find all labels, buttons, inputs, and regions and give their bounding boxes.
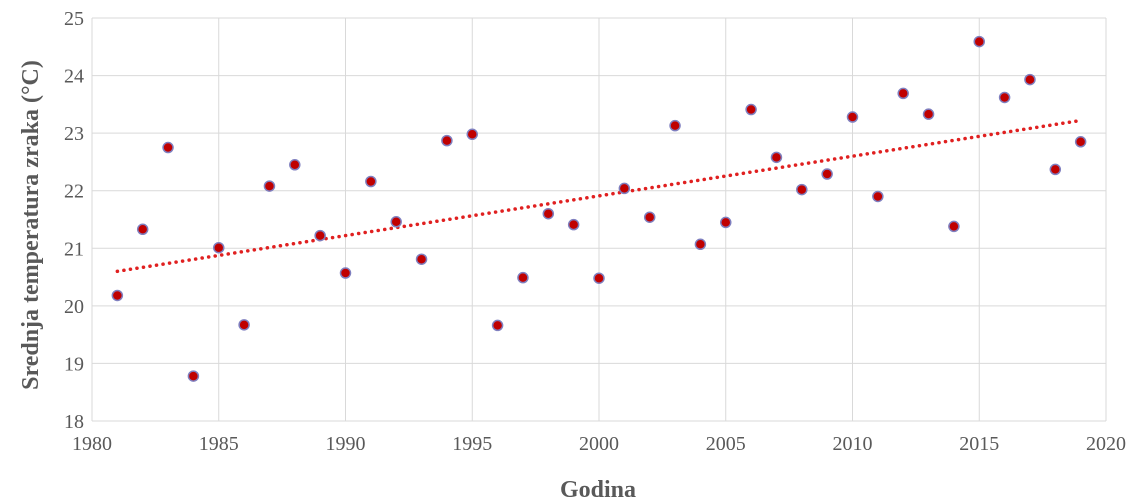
data-points bbox=[111, 35, 1087, 382]
data-point bbox=[973, 35, 985, 48]
x-axis-title: Godina bbox=[560, 477, 636, 503]
x-tick-label: 2015 bbox=[959, 433, 999, 455]
data-point bbox=[897, 87, 909, 100]
x-tick-label: 1980 bbox=[72, 433, 112, 455]
x-tick-label: 2020 bbox=[1086, 433, 1126, 455]
data-point bbox=[567, 218, 580, 231]
data-point bbox=[720, 216, 732, 229]
data-point bbox=[618, 182, 631, 195]
data-point bbox=[745, 103, 757, 116]
y-tick-label: 25 bbox=[64, 8, 84, 30]
data-point bbox=[821, 168, 833, 180]
data-point bbox=[466, 128, 478, 141]
data-point bbox=[441, 134, 453, 147]
data-point bbox=[187, 370, 200, 382]
y-axis-title: Srednja temperatura zraka (°C) bbox=[18, 60, 44, 390]
data-point bbox=[263, 180, 276, 192]
y-tick-label: 19 bbox=[64, 353, 84, 375]
y-tick-label: 22 bbox=[64, 181, 84, 203]
x-tick-label: 2000 bbox=[579, 433, 619, 455]
y-tick-label: 21 bbox=[64, 238, 84, 260]
data-point bbox=[998, 91, 1011, 104]
x-tick-label: 1995 bbox=[452, 433, 492, 455]
data-point bbox=[669, 119, 681, 132]
data-point bbox=[339, 267, 352, 279]
trendline-segment bbox=[115, 118, 1083, 274]
data-point bbox=[770, 151, 783, 164]
data-point bbox=[593, 272, 605, 284]
tick-labels: 1980 1985 1990 1995 2000 2005 2010 2015 2020 18 19… bbox=[64, 8, 1126, 455]
data-point bbox=[1024, 73, 1036, 86]
y-tick-label: 24 bbox=[64, 66, 84, 88]
data-point bbox=[1074, 136, 1087, 148]
data-point bbox=[314, 229, 326, 242]
data-point bbox=[162, 141, 174, 154]
y-tick-label: 20 bbox=[64, 296, 84, 318]
data-point bbox=[415, 253, 428, 265]
y-tick-label: 18 bbox=[64, 411, 84, 433]
data-point bbox=[136, 223, 149, 236]
grid bbox=[91, 17, 1107, 422]
x-tick-label: 2005 bbox=[706, 433, 746, 455]
data-point bbox=[289, 159, 301, 171]
data-point bbox=[846, 111, 859, 123]
data-point bbox=[948, 220, 960, 233]
data-point bbox=[643, 211, 656, 223]
x-tick-label: 1985 bbox=[199, 433, 239, 455]
data-point bbox=[111, 289, 124, 302]
data-point bbox=[213, 241, 225, 254]
data-point bbox=[365, 175, 377, 188]
data-point bbox=[390, 216, 402, 228]
x-tick-label: 2010 bbox=[833, 433, 873, 455]
data-point bbox=[1049, 163, 1062, 176]
trendline bbox=[115, 118, 1083, 274]
data-point bbox=[796, 183, 808, 196]
data-point bbox=[922, 108, 935, 120]
data-point bbox=[872, 190, 884, 203]
data-point bbox=[694, 238, 707, 251]
data-point bbox=[491, 319, 504, 332]
data-point bbox=[517, 271, 529, 284]
data-point bbox=[542, 207, 555, 220]
x-tick-label: 1990 bbox=[326, 433, 366, 455]
data-point bbox=[238, 319, 250, 331]
y-tick-label: 23 bbox=[64, 123, 84, 145]
